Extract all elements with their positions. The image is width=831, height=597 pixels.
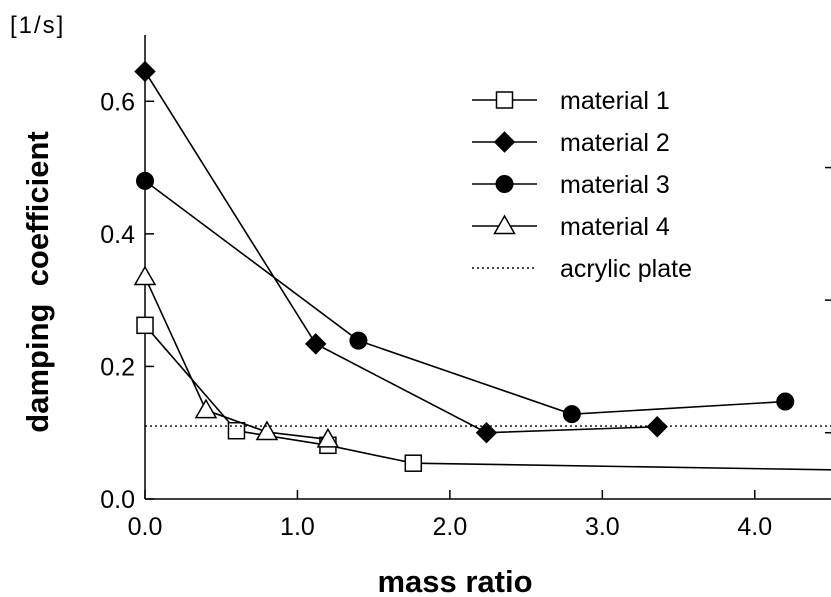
series-line bbox=[144, 276, 329, 441]
x-tick-label: 4.0 bbox=[737, 513, 772, 541]
x-tick-label: 0.0 bbox=[128, 513, 163, 541]
series-3 bbox=[136, 171, 795, 424]
x-tick-label: 2.0 bbox=[433, 513, 468, 541]
y-axis-title: damping coefficient bbox=[20, 131, 55, 432]
marker-triangle bbox=[194, 398, 218, 419]
marker-triangle bbox=[133, 265, 157, 286]
legend: material 1 material 2 material 3 material 4… bbox=[472, 87, 692, 283]
marker-diamond bbox=[646, 416, 668, 438]
axes: 0.0 1.0 2.0 3.0 4.0 0.0 0.2 0.4 0.6 bbox=[100, 35, 831, 541]
marker-square bbox=[495, 91, 514, 109]
legend-label: material 4 bbox=[560, 213, 670, 241]
legend-entry-3: material 3 bbox=[472, 171, 670, 199]
marker-triangle bbox=[493, 214, 516, 235]
marker-diamond bbox=[134, 60, 156, 83]
marker-square bbox=[227, 421, 246, 440]
marker-triangle bbox=[255, 420, 279, 441]
series-line bbox=[144, 324, 831, 471]
legend-label: material 1 bbox=[560, 87, 670, 115]
marker-circle bbox=[495, 175, 514, 193]
marker-circle bbox=[349, 331, 368, 350]
y-tick-label: 0.2 bbox=[100, 353, 135, 381]
series-4 bbox=[133, 265, 340, 448]
marker-square bbox=[404, 454, 423, 472]
series-line bbox=[144, 180, 786, 415]
marker-diamond bbox=[475, 422, 498, 444]
legend-entry-4: material 4 bbox=[472, 213, 670, 241]
x-tick-label: 1.0 bbox=[280, 513, 315, 541]
legend-label: acrylic plate bbox=[560, 255, 692, 283]
series-line bbox=[144, 71, 658, 434]
series-1 bbox=[136, 316, 831, 472]
legend-entry-5: acrylic plate bbox=[472, 255, 692, 283]
marker-triangle bbox=[316, 427, 340, 448]
marker-diamond bbox=[493, 131, 516, 153]
marker-square bbox=[136, 316, 154, 335]
x-tick-label: 3.0 bbox=[585, 513, 620, 541]
x-axis-title: mass ratio bbox=[377, 564, 532, 597]
legend-label: material 2 bbox=[560, 129, 670, 157]
marker-diamond bbox=[305, 333, 327, 355]
legend-entry-2: material 2 bbox=[472, 129, 670, 157]
marker-circle bbox=[136, 171, 154, 190]
y-tick-label: 0.0 bbox=[100, 486, 135, 514]
legend-label: material 3 bbox=[560, 171, 670, 199]
y-unit-label: [1/s] bbox=[10, 12, 65, 39]
legend-entry-1: material 1 bbox=[472, 87, 670, 115]
series-2 bbox=[134, 60, 668, 444]
series-layer bbox=[133, 60, 831, 472]
y-tick-label: 0.6 bbox=[100, 88, 135, 116]
y-tick-label: 0.4 bbox=[100, 221, 135, 249]
marker-circle bbox=[562, 405, 581, 424]
marker-circle bbox=[776, 392, 795, 411]
